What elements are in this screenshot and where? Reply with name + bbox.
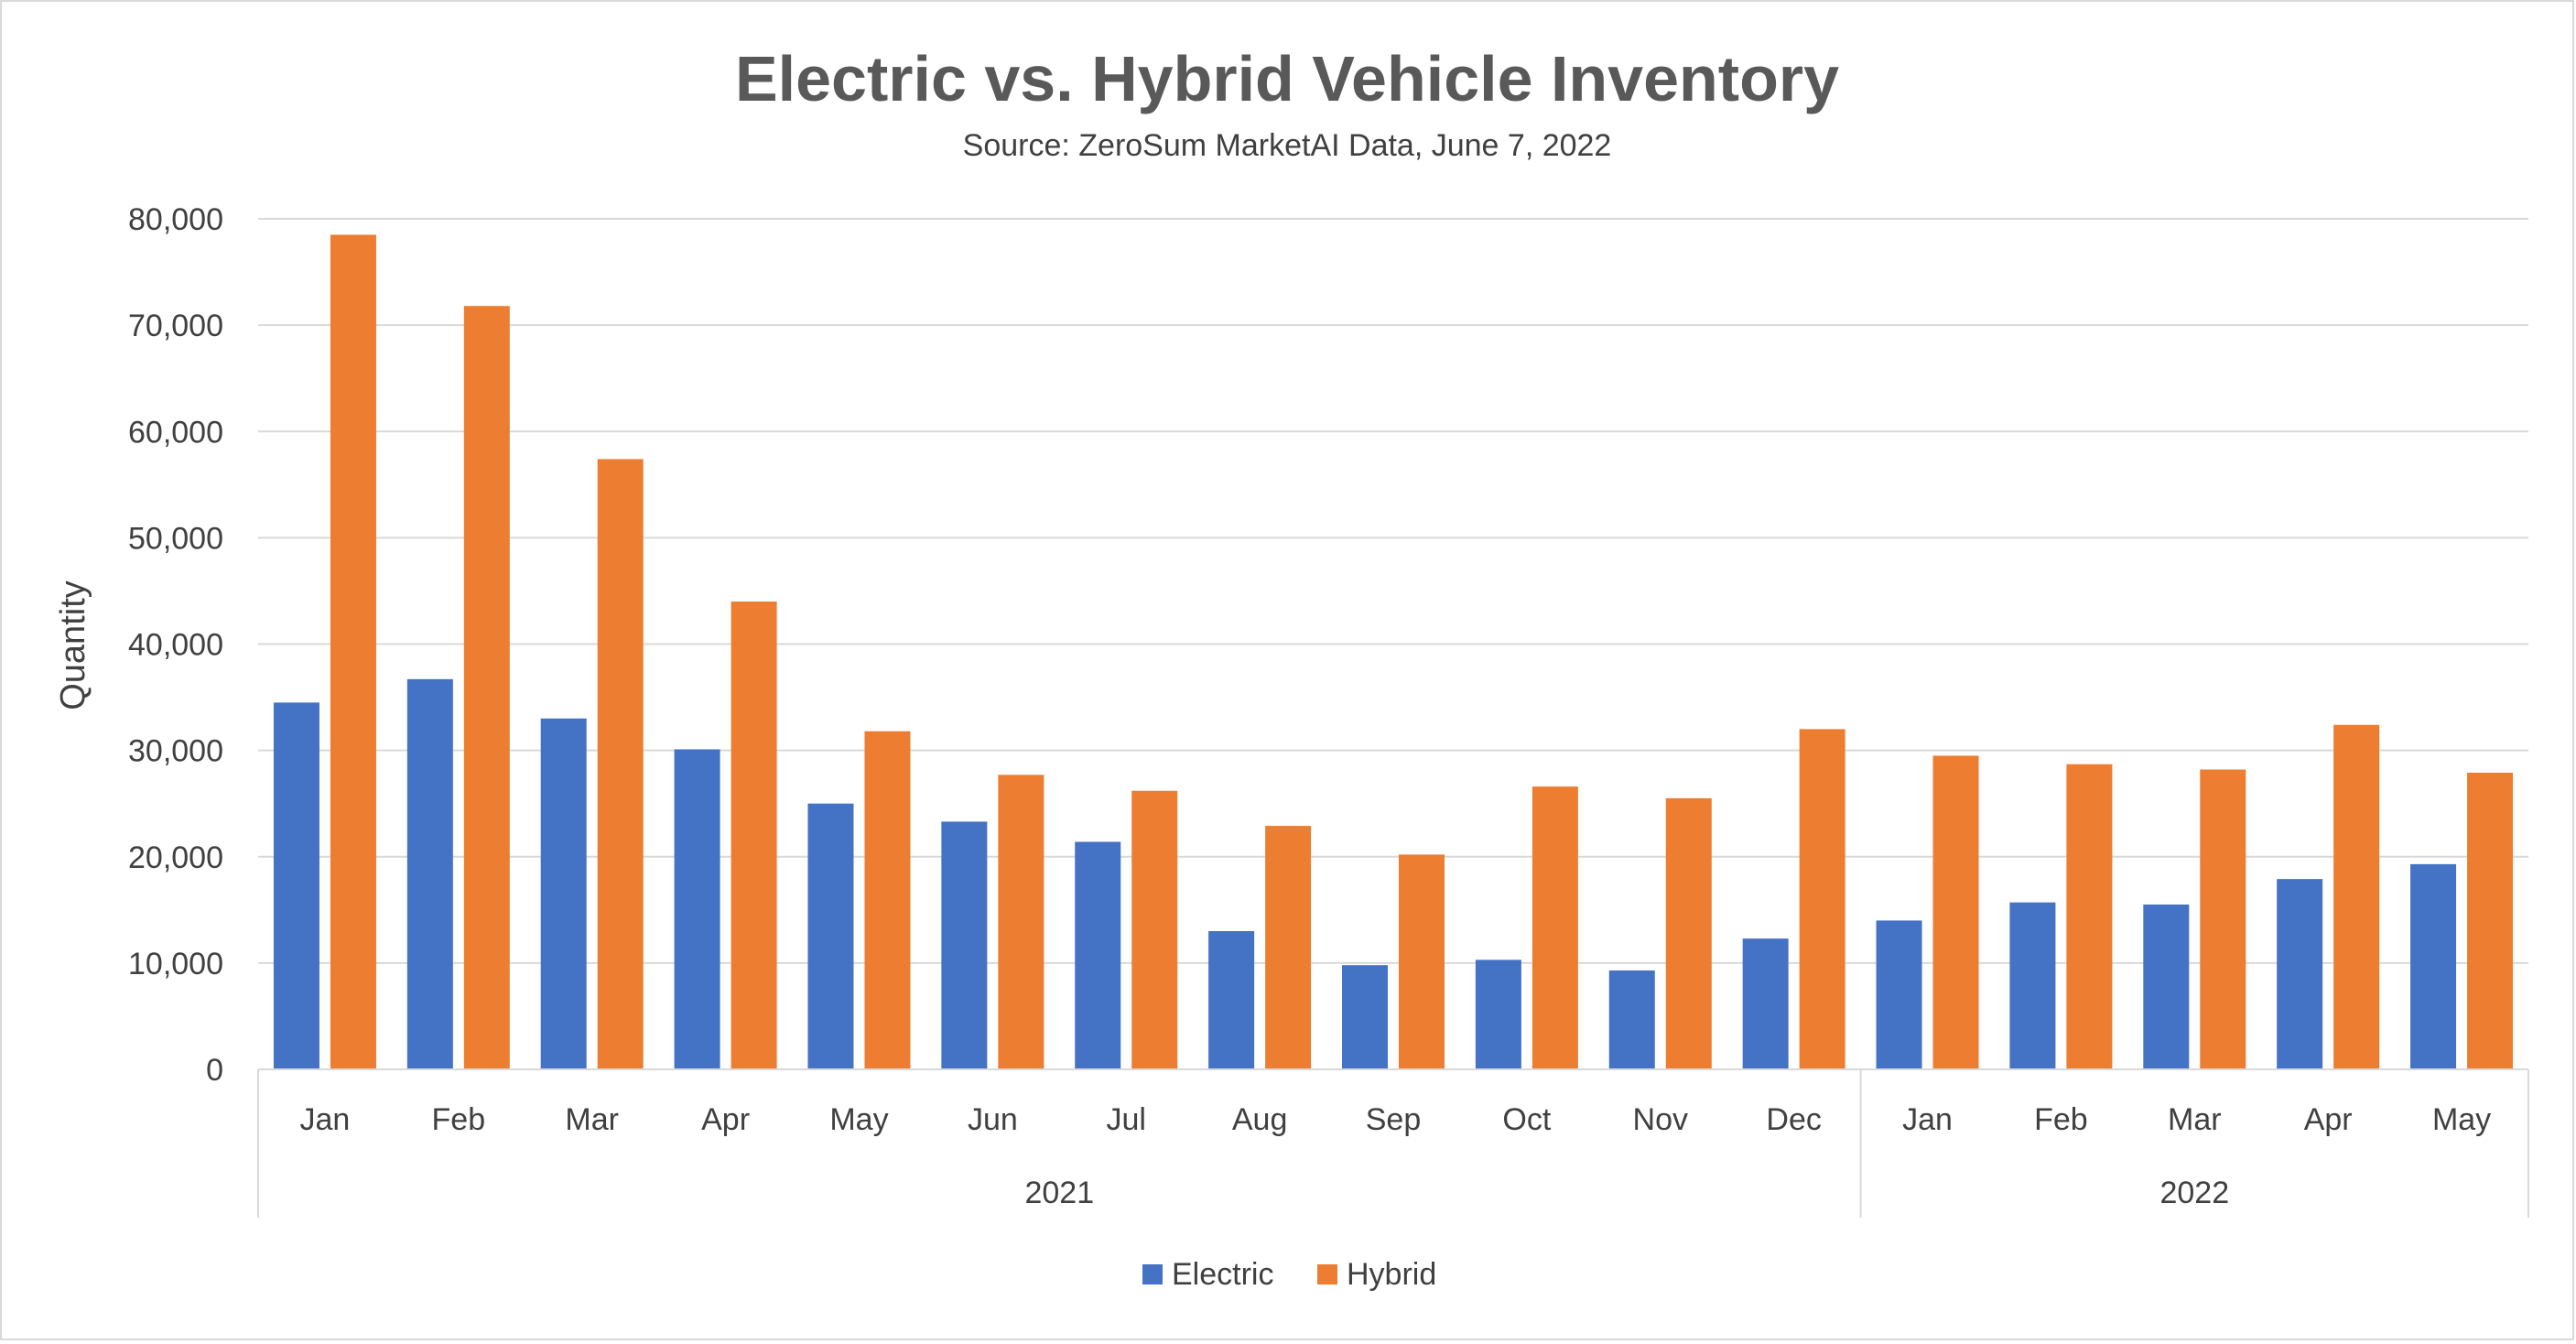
bar-hybrid xyxy=(864,731,911,1069)
bar-electric xyxy=(1208,931,1255,1069)
bar-hybrid xyxy=(1932,755,1979,1069)
bar-electric xyxy=(2277,879,2323,1069)
bar-electric xyxy=(941,821,988,1069)
bar-hybrid xyxy=(330,234,376,1069)
x-tick-label: Jun xyxy=(968,1102,1018,1137)
y-tick-label: 70,000 xyxy=(128,309,223,343)
x-tick-label: Aug xyxy=(1232,1102,1288,1137)
bar-electric xyxy=(406,678,453,1069)
y-tick-label: 40,000 xyxy=(128,628,223,663)
x-tick-label: Jan xyxy=(1902,1102,1953,1137)
bar-electric xyxy=(674,749,720,1069)
y-tick-label: 10,000 xyxy=(128,947,223,981)
legend-swatch-electric xyxy=(1142,1264,1163,1284)
bar-hybrid xyxy=(1665,797,1712,1069)
x-group-label: 2022 xyxy=(2159,1176,2229,1210)
chart-subtitle: Source: ZeroSum MarketAI Data, June 7, 2… xyxy=(963,128,1612,163)
bar-electric xyxy=(540,718,587,1069)
legend-label-electric: Electric xyxy=(1172,1257,1273,1292)
x-tick-label: Mar xyxy=(2168,1102,2222,1137)
bars xyxy=(273,234,2514,1069)
bar-hybrid xyxy=(1131,790,1178,1069)
x-tick-label: Feb xyxy=(432,1102,486,1137)
legend: Electric Hybrid xyxy=(1142,1257,1436,1292)
bar-hybrid xyxy=(597,459,644,1069)
bar-electric xyxy=(1742,938,1789,1069)
bar-hybrid xyxy=(1532,786,1578,1069)
bar-electric xyxy=(2410,863,2457,1069)
x-group-label: 2021 xyxy=(1024,1176,1094,1210)
bar-electric xyxy=(1608,970,1655,1069)
bar-electric xyxy=(807,803,854,1069)
x-tick-label: Oct xyxy=(1502,1102,1551,1137)
bar-hybrid xyxy=(1265,826,1312,1069)
x-tick-label: Jul xyxy=(1107,1102,1146,1137)
bar-electric xyxy=(1342,965,1388,1069)
x-tick-label: Mar xyxy=(565,1102,619,1137)
bar-electric xyxy=(1075,841,1121,1069)
bar-electric xyxy=(273,702,319,1069)
bar-hybrid xyxy=(731,602,777,1069)
bar-hybrid xyxy=(1399,854,1445,1069)
x-tick-label: Feb xyxy=(2034,1102,2088,1137)
bar-electric xyxy=(2009,902,2056,1069)
bar-hybrid xyxy=(2467,773,2514,1069)
legend-swatch-hybrid xyxy=(1317,1264,1337,1284)
y-tick-label: 60,000 xyxy=(128,415,223,450)
bar-hybrid xyxy=(463,306,510,1069)
y-tick-label: 80,000 xyxy=(128,202,223,237)
y-tick-label: 30,000 xyxy=(128,734,223,769)
y-tick-label: 0 xyxy=(206,1053,223,1088)
bar-hybrid xyxy=(2066,764,2113,1069)
x-tick-label: Nov xyxy=(1633,1102,1688,1137)
bar-hybrid xyxy=(998,775,1044,1069)
bar-hybrid xyxy=(1799,729,1845,1069)
legend-label-hybrid: Hybrid xyxy=(1347,1257,1436,1292)
x-tick-label: Sep xyxy=(1366,1102,1422,1137)
bar-hybrid xyxy=(2200,769,2246,1069)
x-tick-label: May xyxy=(2432,1102,2491,1137)
bar-hybrid xyxy=(2333,724,2380,1069)
bar-electric xyxy=(1876,920,1922,1069)
x-tick-label: May xyxy=(829,1102,888,1137)
y-axis-ticks: 0 10,000 20,000 30,000 40,000 50,000 60,000 70,… xyxy=(128,202,223,1088)
y-tick-label: 20,000 xyxy=(128,840,223,875)
x-tick-label: Apr xyxy=(701,1102,750,1137)
x-tick-label: Jan xyxy=(300,1102,351,1137)
bar-electric xyxy=(1475,959,1521,1069)
chart-title: Electric vs. Hybrid Vehicle Inventory xyxy=(735,43,1839,114)
y-axis-title: Quantity xyxy=(54,580,92,710)
y-tick-label: 50,000 xyxy=(128,521,223,556)
x-axis: Jan Feb Mar Apr May Jun Jul Aug Sep Oct Nov Dec Jan F… xyxy=(257,1068,2529,1218)
x-tick-label: Dec xyxy=(1766,1102,1821,1137)
x-tick-label: Apr xyxy=(2304,1102,2353,1137)
bar-electric xyxy=(2143,905,2190,1069)
